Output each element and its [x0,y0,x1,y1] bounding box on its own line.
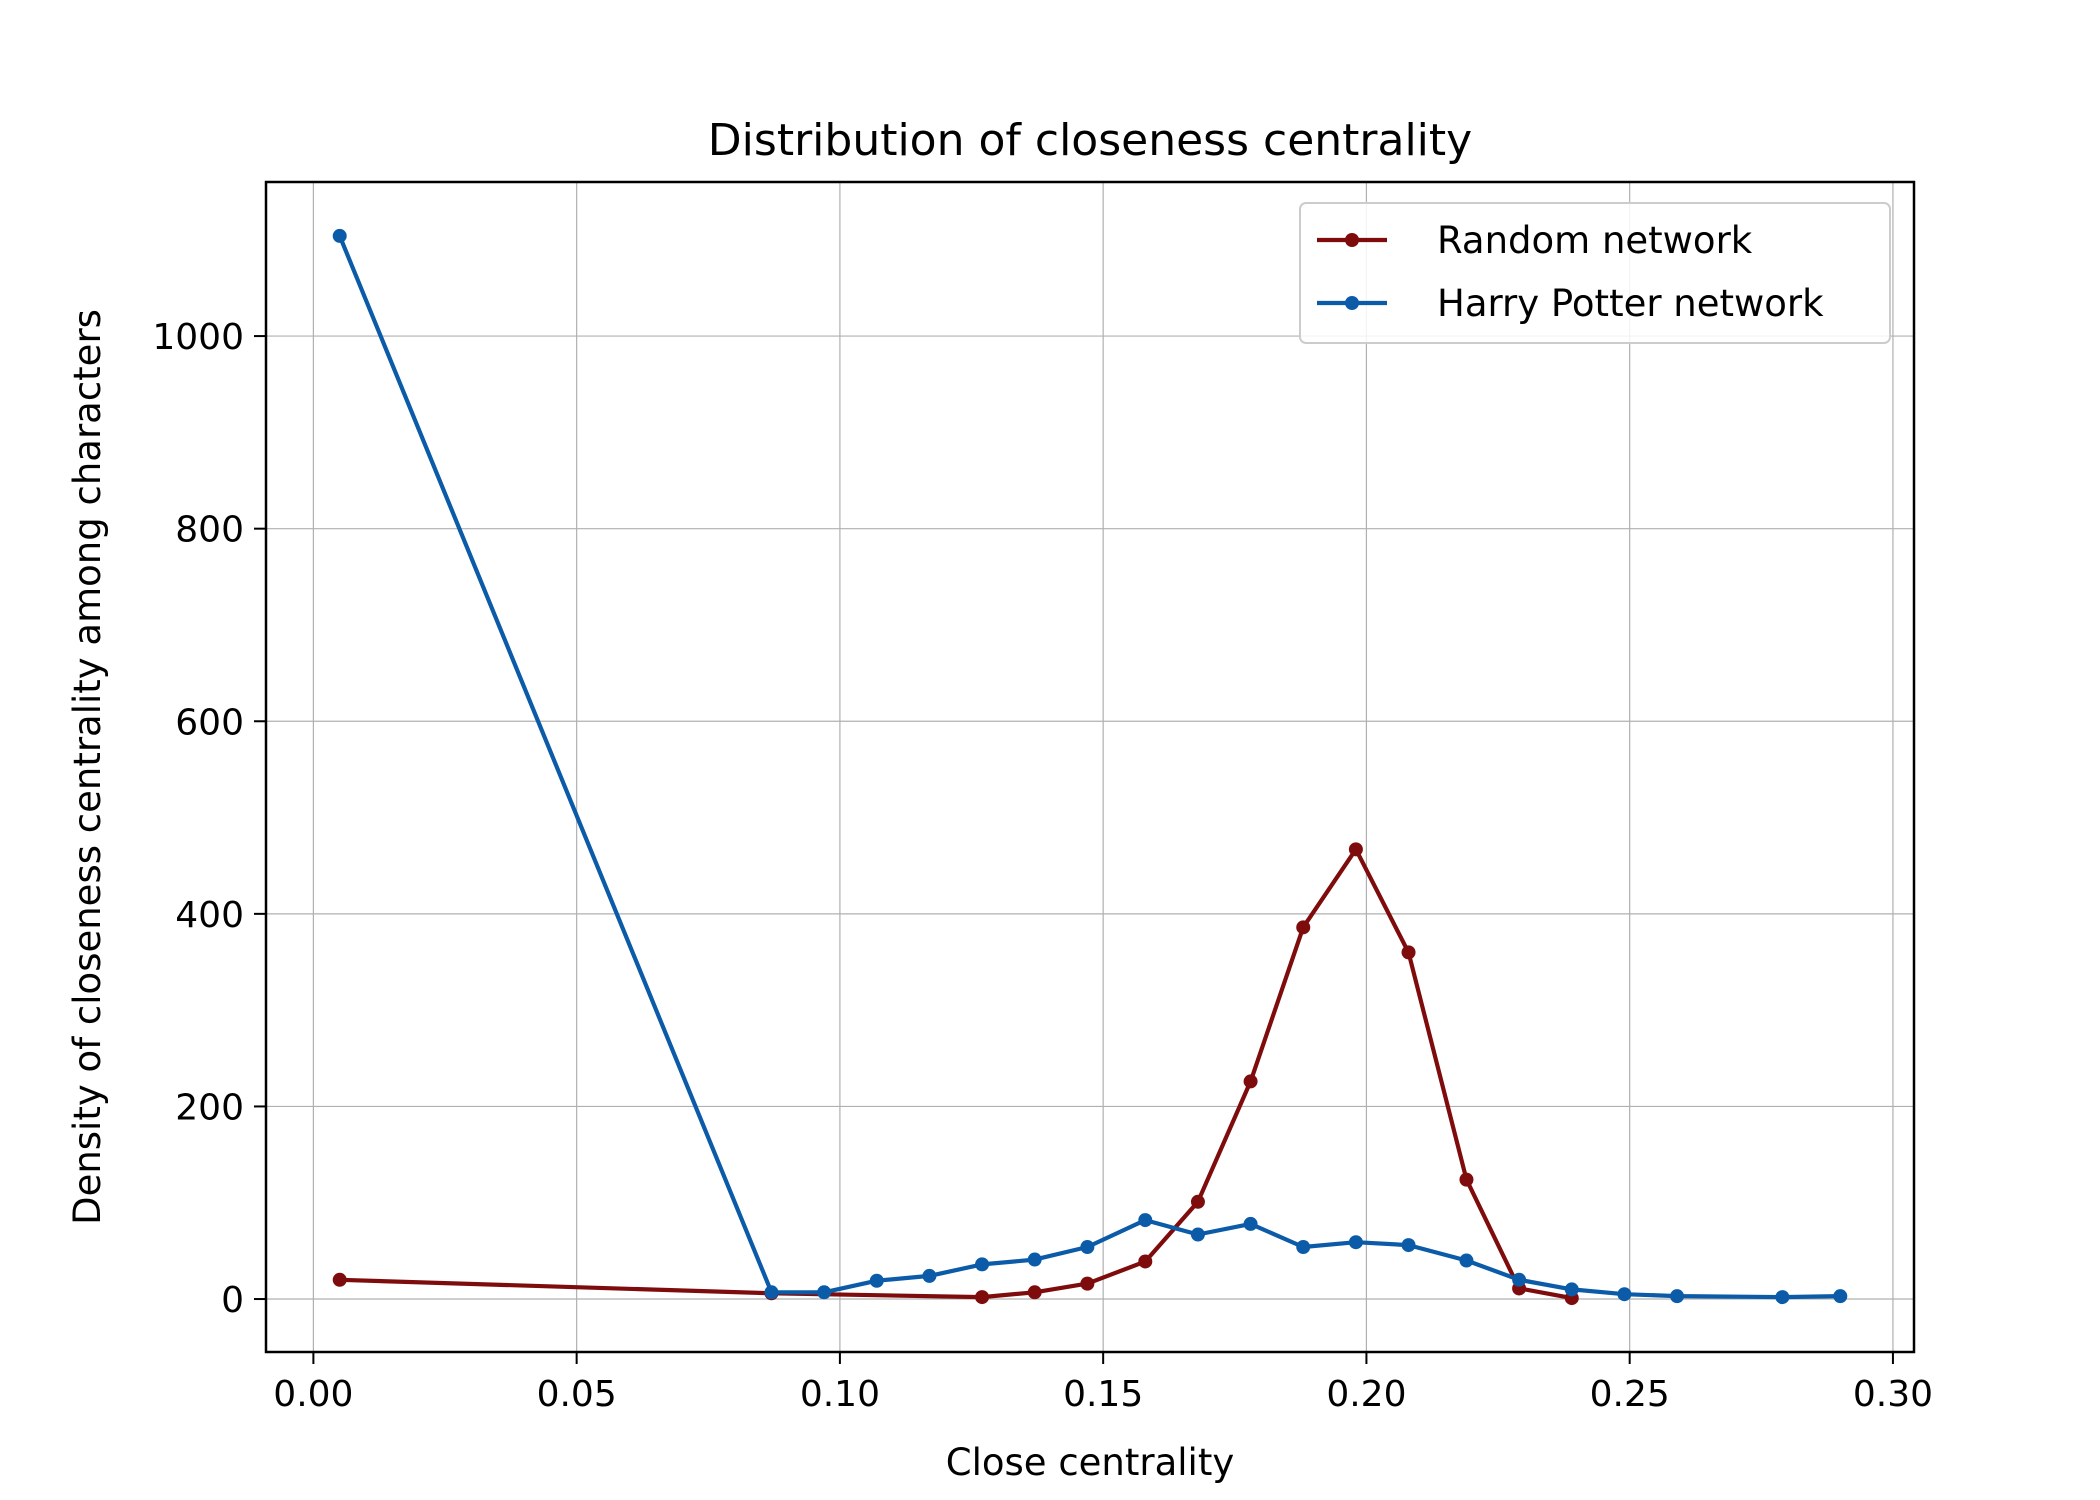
x-tick-label: 0.20 [1326,1374,1406,1415]
data-point [1138,1213,1153,1228]
data-point [1512,1272,1527,1287]
y-tick-label: 0 [221,1280,244,1321]
legend-marker [1345,233,1359,247]
data-point [1459,1172,1474,1187]
chart-title: Distribution of closeness centrality [708,115,1472,166]
data-point [1080,1276,1095,1291]
legend-label: Harry Potter network [1437,282,1824,325]
legend-box [1299,202,1891,344]
plot-area-frame [264,180,1916,1354]
data-point [764,1285,779,1300]
y-axis-label: Density of closeness centrality among ch… [66,309,109,1225]
data-point [817,1285,832,1300]
data-point [1027,1252,1042,1267]
y-tick-label: 400 [175,895,244,936]
data-point [1459,1253,1474,1268]
data-point [1401,945,1416,960]
data-point [332,228,347,243]
data-point [1138,1254,1153,1269]
data-point [1401,1238,1416,1253]
data-point [1243,1074,1258,1089]
x-axis-label: Close centrality [946,1441,1234,1484]
data-point [1296,920,1311,935]
series-line [339,847,1573,1301]
data-point [1190,1194,1205,1209]
x-tick-label: 0.25 [1590,1374,1670,1415]
data-point [1080,1240,1095,1255]
data-point [1348,842,1363,857]
x-tick-label: 0.05 [537,1374,617,1415]
data-point [975,1290,990,1305]
data-point [332,1272,347,1287]
data-point [1190,1227,1205,1242]
data-point [1027,1285,1042,1300]
legend-label: Random network [1437,219,1753,262]
x-tick-label: 0.10 [800,1374,880,1415]
legend-marker [1345,296,1359,310]
data-point [922,1268,937,1283]
ticks: 0.00 0.05 0.10 0.15 0.20 0.25 0.30 0 200 400 600 80… [152,317,1933,1415]
series-layer [332,228,1848,1306]
y-tick-label: 1000 [152,317,244,358]
data-point [1348,1235,1363,1250]
grid [266,182,1914,1352]
x-tick-label: 0.30 [1853,1374,1933,1415]
x-tick-label: 0.00 [273,1374,353,1415]
data-point [1775,1290,1790,1305]
x-tick-label: 0.15 [1063,1374,1143,1415]
data-point [1564,1282,1579,1297]
data-point [1670,1289,1685,1304]
legend: Random network Harry Potter network [1299,202,1891,344]
data-point [1617,1287,1632,1302]
data-point [1833,1289,1848,1304]
data-point [869,1273,884,1288]
series-harry-potter-network [332,228,1848,1305]
y-tick-label: 600 [175,702,244,743]
y-tick-label: 800 [175,510,244,551]
y-tick-label: 200 [175,1087,244,1128]
data-point [1243,1216,1258,1231]
data-point [1296,1240,1311,1255]
data-point [975,1257,990,1272]
